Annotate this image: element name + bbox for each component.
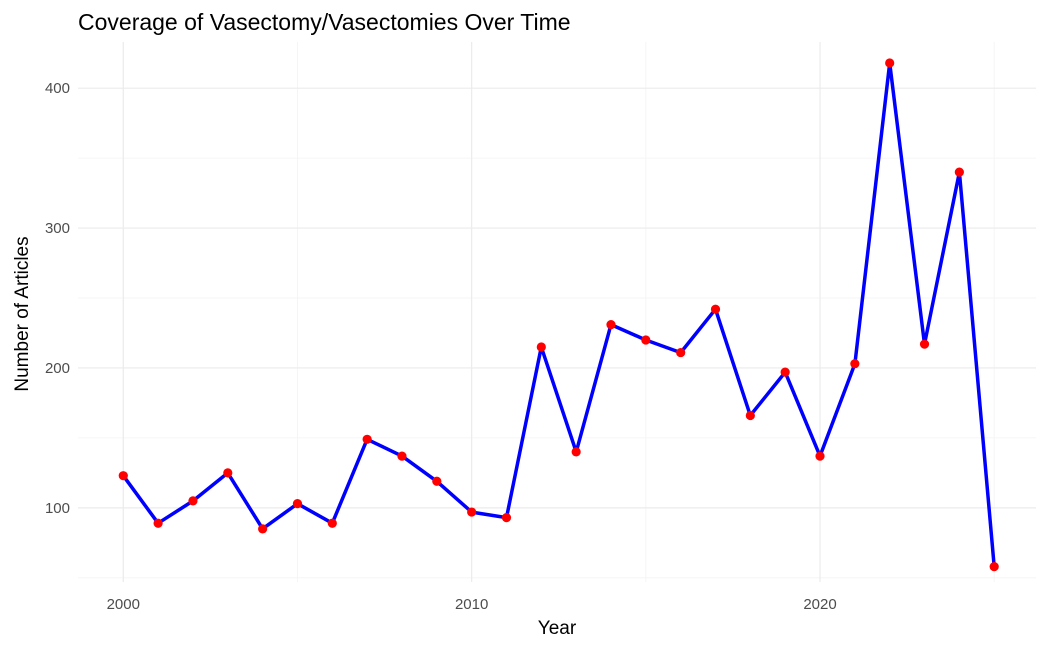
y-axis-title: Number of Articles <box>12 236 33 391</box>
grid <box>78 42 1036 582</box>
data-point <box>815 451 825 461</box>
data-point <box>118 471 128 481</box>
y-tick-label: 200 <box>45 360 70 377</box>
data-point <box>676 347 686 358</box>
data-point <box>432 476 442 486</box>
data-point <box>536 342 546 352</box>
data-point <box>571 447 581 457</box>
y-tick-label: 100 <box>45 500 70 517</box>
data-point <box>919 339 930 349</box>
y-tick-label: 300 <box>45 220 70 237</box>
data-point <box>710 304 721 314</box>
data-point <box>745 410 755 421</box>
chart-title: Coverage of Vasectomy/Vasectomies Over T… <box>78 9 571 35</box>
series-line <box>121 61 996 569</box>
y-tick-label: 400 <box>45 80 70 97</box>
x-tick-label: 2000 <box>107 596 140 613</box>
x-tick-label: 2010 <box>455 596 488 613</box>
series-line-group <box>121 61 996 569</box>
data-point <box>223 468 233 478</box>
data-point <box>258 524 268 534</box>
data-points <box>118 58 999 572</box>
data-point <box>989 562 999 572</box>
y-axis-ticks: 100 200 300 400 <box>45 80 70 517</box>
data-point <box>641 335 651 345</box>
data-point <box>501 513 512 523</box>
data-point <box>954 167 964 177</box>
data-point <box>780 367 790 377</box>
data-point <box>850 359 860 369</box>
data-point <box>327 518 337 528</box>
data-point <box>153 518 163 528</box>
x-axis-ticks: 2000 2010 2020 <box>107 596 837 613</box>
data-point <box>606 319 616 330</box>
x-tick-label: 2020 <box>803 596 836 613</box>
data-point <box>885 58 895 68</box>
x-axis-title: Year <box>538 618 577 639</box>
data-point <box>188 496 198 506</box>
data-point <box>467 507 477 517</box>
data-point <box>397 451 407 461</box>
data-point <box>362 434 372 444</box>
data-point <box>292 499 303 509</box>
